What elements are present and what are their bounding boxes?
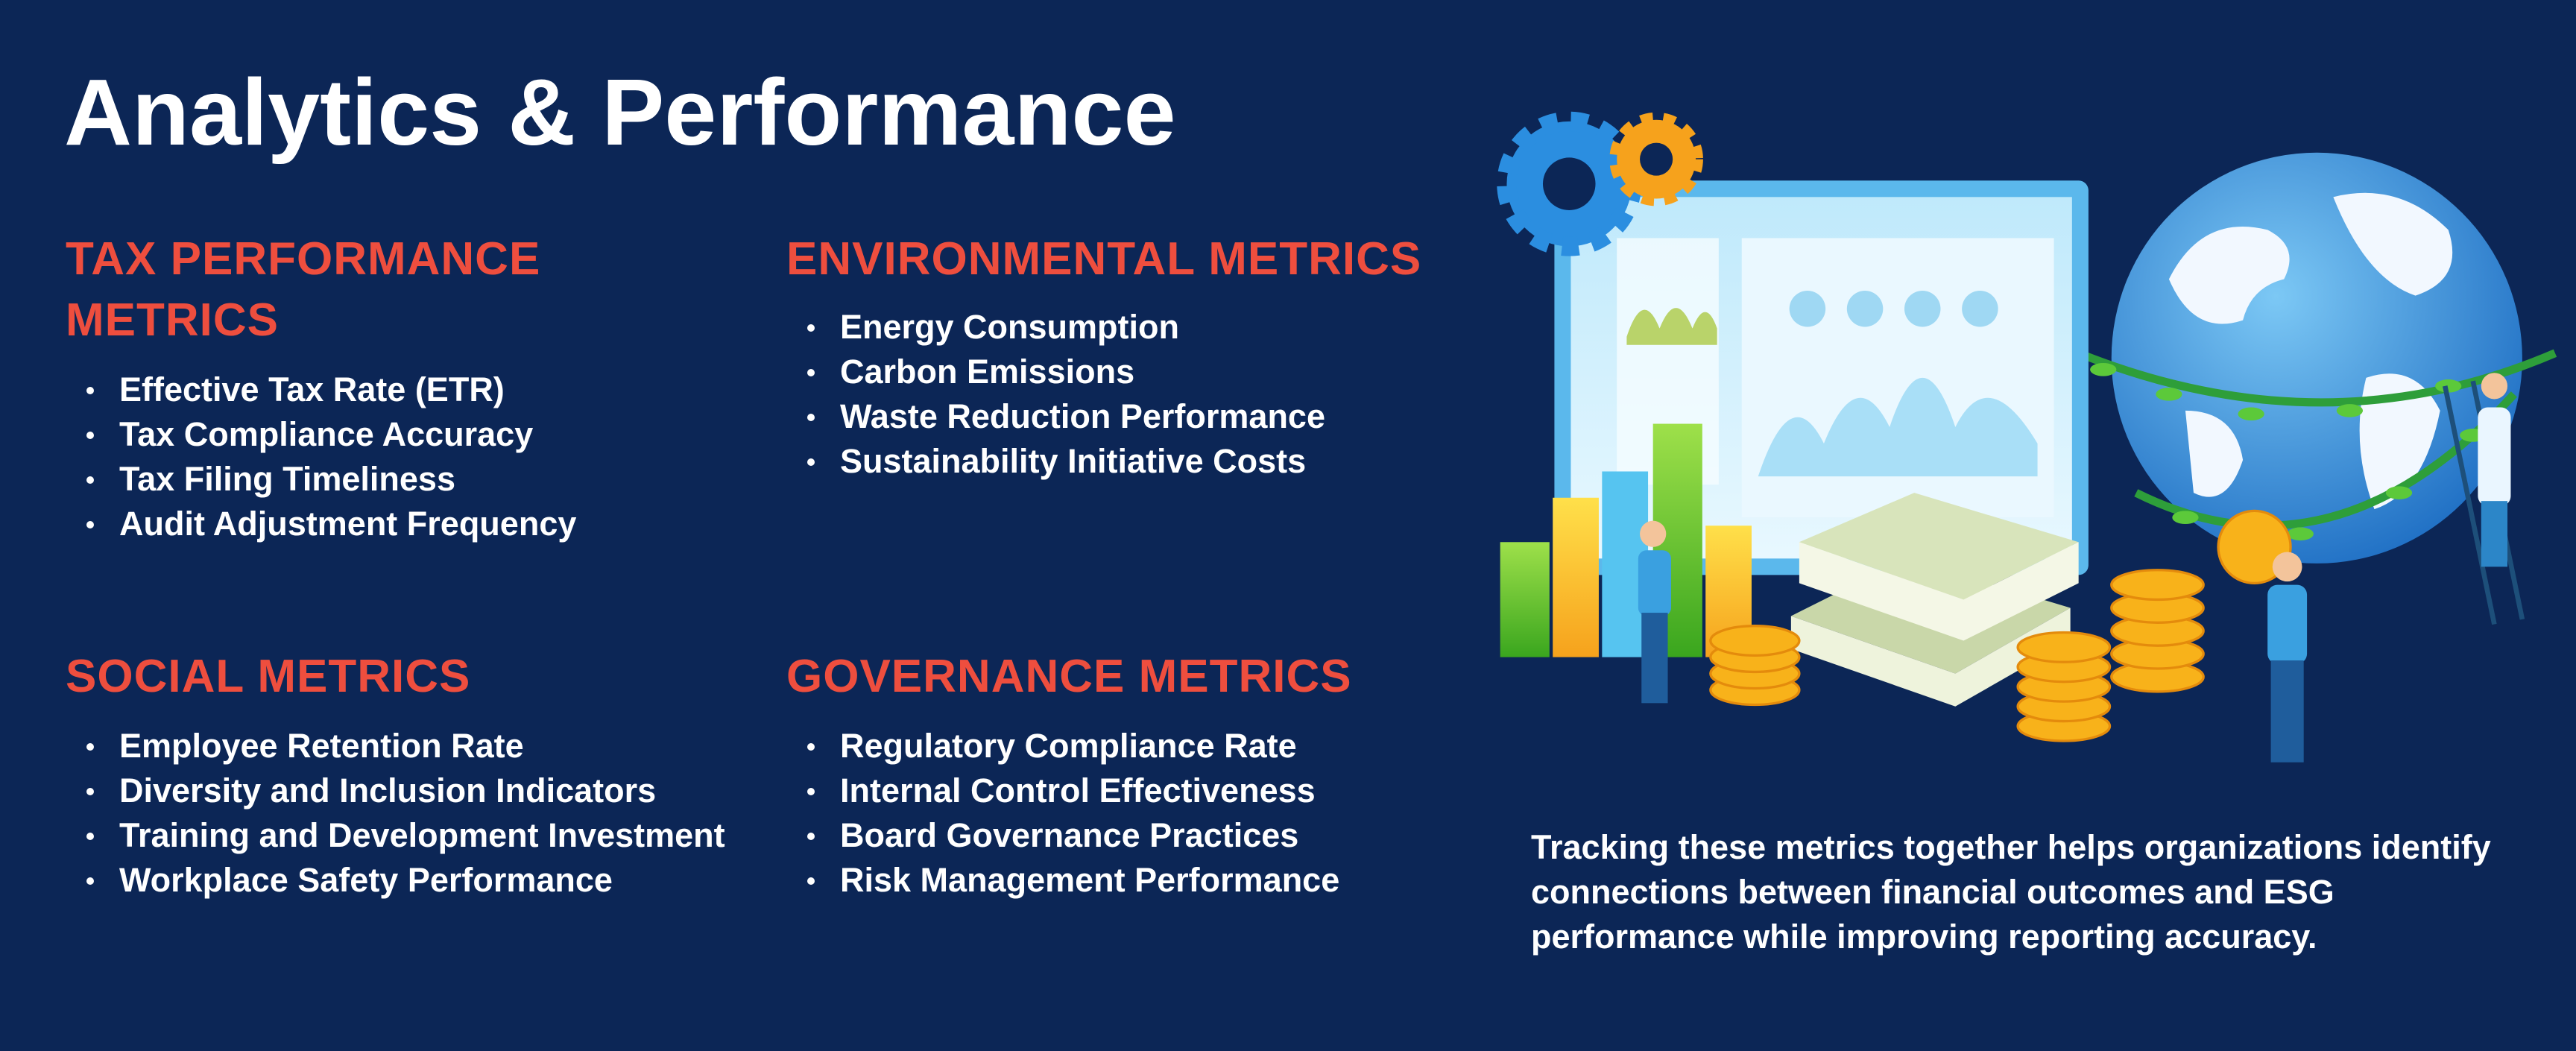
metric-item: Tax Compliance Accuracy xyxy=(66,412,632,457)
metric-item: Regulatory Compliance Rate xyxy=(786,724,1517,768)
metric-item: Effective Tax Rate (ETR) xyxy=(66,367,632,412)
section-heading: SOCIAL METRICS xyxy=(66,651,471,702)
metric-item: Tax Filing Timeliness xyxy=(66,457,632,502)
metric-item: Waste Reduction Performance xyxy=(786,394,1517,439)
metric-section: TAX PERFORMANCE METRICS Effective Tax Rat… xyxy=(66,229,632,546)
metric-item: Audit Adjustment Frequency xyxy=(66,502,632,546)
metric-list: Regulatory Compliance Rate Internal Contr… xyxy=(786,724,1517,903)
metric-list: Employee Retention Rate Diversity and Inc… xyxy=(66,724,740,903)
section-heading: ENVIRONMENTAL METRICS xyxy=(786,233,1422,285)
metric-item: Diversity and Inclusion Indicators xyxy=(66,768,740,813)
summary-text: Tracking these metrics together helps or… xyxy=(1531,828,2491,956)
metric-section: ENVIRONMENTAL METRICS Energy Consumption C… xyxy=(786,229,1517,484)
metric-item: Energy Consumption xyxy=(786,305,1517,350)
section-heading: TAX PERFORMANCE METRICS xyxy=(66,233,541,346)
illustration xyxy=(1497,111,2557,763)
metric-list: Effective Tax Rate (ETR) Tax Compliance A… xyxy=(66,367,632,546)
metric-item: Carbon Emissions xyxy=(786,350,1517,394)
metric-list: Energy Consumption Carbon Emissions Waste … xyxy=(786,305,1517,484)
section-heading: GOVERNANCE METRICS xyxy=(786,651,1352,702)
metric-item: Internal Control Effectiveness xyxy=(786,768,1517,813)
metric-item: Sustainability Initiative Costs xyxy=(786,439,1517,484)
metric-section: GOVERNANCE METRICS Regulatory Compliance … xyxy=(786,646,1517,903)
metric-item: Training and Development Investment xyxy=(66,813,740,858)
metric-section: SOCIAL METRICS Employee Retention Rate Div… xyxy=(66,646,740,903)
metric-item: Employee Retention Rate xyxy=(66,724,740,768)
metric-item: Workplace Safety Performance xyxy=(66,858,740,903)
metric-item: Risk Management Performance xyxy=(786,858,1517,903)
metric-item: Board Governance Practices xyxy=(786,813,1517,858)
page-title: Analytics & Performance xyxy=(64,60,1176,165)
